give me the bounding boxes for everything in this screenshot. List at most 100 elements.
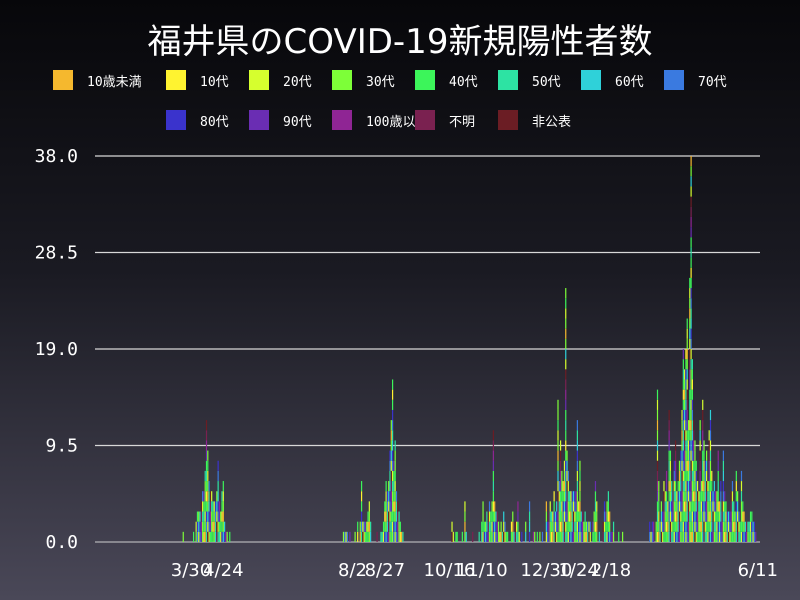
bar-segment	[684, 531, 686, 542]
bar-segment	[665, 481, 668, 492]
legend-swatch	[498, 70, 518, 90]
bar-segment	[690, 277, 692, 289]
bar-segment	[687, 460, 690, 471]
bar-segment	[682, 409, 684, 421]
bar-segment	[217, 511, 219, 522]
bar-segment	[671, 481, 673, 492]
bar-segment	[720, 501, 722, 512]
bar-segment	[690, 491, 692, 502]
bar	[662, 511, 664, 542]
bar-segment	[695, 481, 697, 492]
bar	[751, 511, 753, 542]
bar-segment	[492, 521, 494, 532]
bar-segment	[569, 531, 571, 542]
bar-segment	[702, 481, 704, 492]
bar-segment	[483, 531, 485, 542]
bar-segment	[557, 409, 559, 421]
bar-segment	[360, 501, 363, 512]
bar-segment	[216, 501, 218, 512]
bar-segment	[674, 470, 677, 482]
bar-segment	[360, 511, 363, 522]
bar-segment	[575, 491, 577, 502]
bar-segment	[596, 511, 598, 522]
bar-segment	[390, 531, 392, 542]
bar	[510, 521, 513, 542]
bar	[734, 511, 736, 542]
bar	[725, 501, 727, 542]
bar-segment	[203, 531, 205, 542]
bar	[715, 491, 717, 542]
bar	[217, 460, 219, 542]
bar-segment	[700, 531, 703, 542]
bar-segment	[567, 531, 569, 542]
legend-label: 80代	[200, 115, 229, 130]
bar-segment	[554, 531, 557, 542]
bar-segment	[740, 511, 743, 522]
bar-segment	[514, 521, 516, 532]
bar-segment	[510, 521, 513, 532]
bar	[755, 531, 757, 542]
bar-segment	[198, 521, 200, 532]
bar-segment	[702, 491, 704, 502]
bar-segment	[563, 460, 566, 471]
bar-segment	[708, 511, 710, 522]
bar-segment	[742, 521, 744, 532]
bar-segment	[570, 491, 572, 502]
bar	[695, 460, 697, 542]
bar-segment	[649, 521, 651, 532]
bar-segment	[695, 521, 697, 532]
bar	[664, 491, 666, 542]
bar-segment	[680, 511, 682, 522]
bar-segment	[667, 521, 669, 532]
bar-segment	[671, 491, 673, 502]
bar-segment	[716, 501, 718, 512]
bar	[482, 501, 484, 542]
bar-segment	[700, 521, 703, 532]
bar	[554, 511, 557, 542]
legend-label: 30代	[366, 75, 395, 90]
bar-segment	[451, 531, 453, 542]
bar	[363, 521, 365, 542]
bar	[673, 460, 675, 542]
bar-segment	[693, 430, 695, 441]
bar-segment	[386, 501, 389, 512]
bar-segment	[606, 531, 608, 542]
bar-segment	[690, 196, 692, 207]
bar-segment	[388, 481, 390, 492]
legend-swatch	[581, 70, 601, 90]
bar-segment	[669, 481, 672, 492]
bar-segment	[362, 521, 364, 532]
bar-segment	[605, 511, 607, 522]
bar-segment	[561, 481, 563, 492]
bar	[216, 491, 218, 542]
bar-segment	[684, 399, 686, 410]
bar-segment	[735, 501, 737, 512]
bar-segment	[699, 430, 701, 441]
bar-segment	[690, 298, 692, 309]
bar-segment	[737, 521, 739, 532]
bar	[395, 491, 398, 542]
bar-segment	[211, 501, 213, 512]
bar-segment	[676, 511, 678, 522]
bar-segment	[709, 470, 712, 482]
bar-segment	[225, 531, 227, 542]
bar-segment	[731, 501, 734, 512]
bar-segment	[663, 511, 665, 522]
bar-segment	[690, 379, 692, 390]
bar-segment	[391, 450, 394, 461]
bar-segment	[376, 531, 378, 542]
bar-segment	[656, 481, 659, 492]
bar-segment	[700, 501, 703, 512]
bar	[698, 491, 700, 542]
bar-segment	[690, 227, 692, 238]
bar-segment	[669, 521, 672, 532]
bar-segment	[571, 521, 573, 532]
bar-segment	[716, 511, 718, 522]
bar-segment	[743, 511, 745, 522]
bar-segment	[200, 521, 202, 532]
bar-segment	[690, 328, 692, 339]
bar-segment	[578, 531, 580, 542]
bar-segment	[686, 399, 688, 410]
bar	[490, 511, 492, 542]
bar-segment	[221, 491, 223, 502]
